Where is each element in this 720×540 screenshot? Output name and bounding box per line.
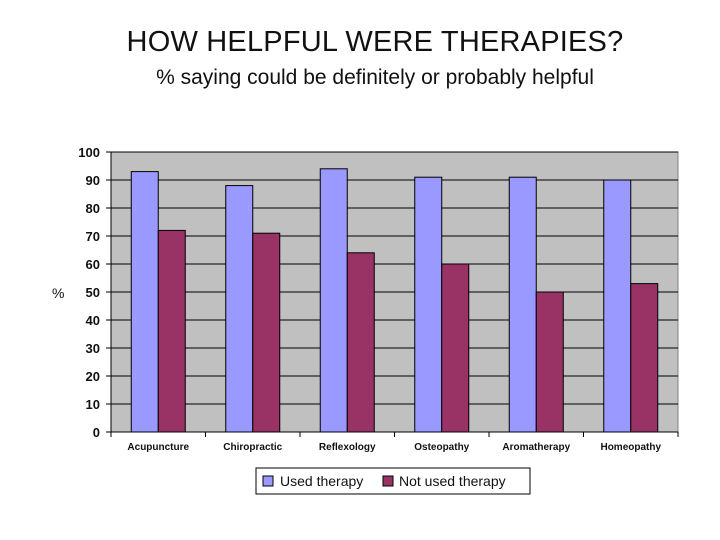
bar-used — [319, 168, 348, 433]
chart-title: HOW HELPFUL WERE THERAPIES? — [126, 26, 624, 58]
legend-label: Used therapy — [280, 473, 363, 489]
y-tick-label: 50 — [86, 285, 100, 300]
x-axis: Acupuncture Chiropractic Reflexology Osteop… — [110, 431, 679, 453]
y-tick-label: 10 — [86, 397, 100, 412]
bar-not-used — [630, 283, 659, 433]
plot-area — [110, 151, 679, 433]
y-tick-label: 70 — [86, 229, 100, 244]
legend-swatch — [382, 475, 394, 487]
x-tick-label: Aromatherapy — [502, 442, 570, 453]
y-tick-label: 60 — [86, 257, 100, 272]
y-tick-label: 100 — [78, 145, 100, 160]
bar-not-used — [252, 232, 281, 433]
y-tick-label: 0 — [93, 425, 100, 440]
x-tick-label: Chiropractic — [223, 442, 282, 453]
bar-not-used — [441, 263, 470, 433]
x-tick-label: Acupuncture — [127, 442, 189, 453]
bar-used — [225, 185, 254, 433]
legend-swatch — [262, 475, 274, 487]
y-axis: 0 10 20 30 40 50 60 70 80 90 100 — [78, 145, 112, 440]
y-tick-label: 40 — [86, 313, 100, 328]
chart-subtitle: % saying could be definitely or probably… — [156, 66, 594, 89]
bar-not-used — [535, 291, 564, 433]
bar-used — [130, 171, 159, 433]
y-tick-label: 90 — [86, 173, 100, 188]
y-tick-label: 20 — [86, 369, 100, 384]
legend: Used therapy Not used therapy — [255, 467, 531, 495]
x-tick-label: Reflexology — [319, 442, 376, 453]
legend-label: Not used therapy — [399, 473, 506, 489]
y-tick-label: 80 — [86, 201, 100, 216]
bar-not-used — [157, 229, 186, 433]
bar-used — [508, 176, 537, 433]
y-tick-label: 30 — [86, 341, 100, 356]
bar-used — [414, 176, 443, 433]
x-tick-label: Homeopathy — [600, 442, 661, 453]
x-tick-label: Osteopathy — [414, 442, 469, 453]
bar-used — [603, 179, 632, 433]
y-axis-label: % — [52, 285, 64, 301]
bar-not-used — [346, 252, 375, 433]
